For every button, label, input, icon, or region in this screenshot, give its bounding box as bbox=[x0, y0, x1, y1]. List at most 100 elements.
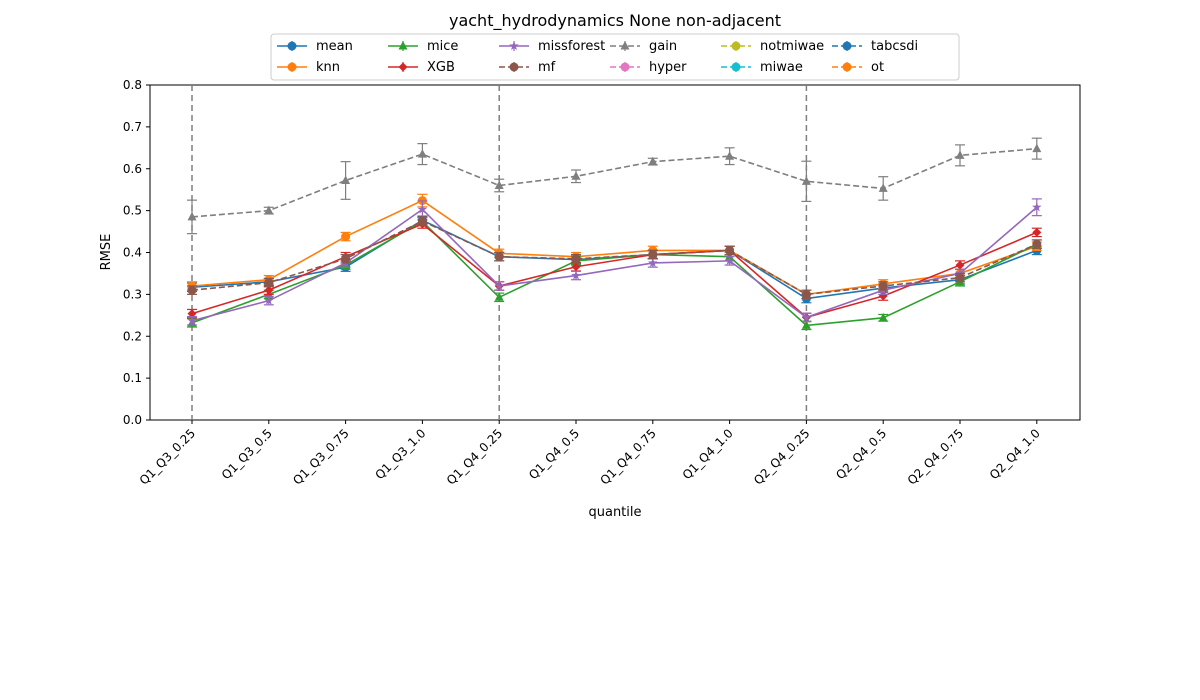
data-point bbox=[878, 281, 888, 291]
data-point bbox=[187, 309, 197, 319]
data-point bbox=[341, 232, 351, 242]
legend-label: XGB bbox=[427, 60, 455, 75]
legend-marker bbox=[620, 41, 630, 50]
legend-marker bbox=[620, 62, 630, 72]
data-point bbox=[571, 171, 581, 180]
data-point bbox=[648, 250, 658, 260]
y-axis-label: RMSE bbox=[99, 234, 114, 271]
legend-item-ot: ot bbox=[832, 60, 884, 75]
data-point bbox=[494, 252, 504, 262]
data-point bbox=[417, 216, 427, 226]
data-point bbox=[417, 204, 428, 214]
data-point bbox=[571, 254, 581, 264]
legend-marker bbox=[731, 41, 741, 51]
legend-marker bbox=[398, 62, 408, 72]
legend-label: missforest bbox=[538, 39, 605, 54]
legend-item-miwae: miwae bbox=[721, 60, 803, 75]
series-mf bbox=[187, 216, 1042, 300]
legend-label: mf bbox=[538, 60, 556, 75]
data-point bbox=[264, 278, 274, 288]
series-gain bbox=[187, 137, 1042, 235]
legend: mean knn mice XGB missforest mf gain hyper notmi… bbox=[270, 33, 960, 81]
y-tick-label: 0.3 bbox=[123, 287, 142, 301]
legend-item-tabcsdi: tabcsdi bbox=[832, 39, 918, 54]
legend-label: knn bbox=[316, 60, 340, 75]
y-tick-label: 0.0 bbox=[123, 413, 142, 427]
legend-label: gain bbox=[649, 39, 677, 54]
data-point bbox=[955, 150, 965, 159]
data-point bbox=[648, 257, 658, 268]
data-point bbox=[878, 183, 888, 192]
data-point bbox=[341, 175, 351, 184]
legend-marker bbox=[287, 41, 297, 51]
data-point bbox=[571, 262, 581, 272]
data-point bbox=[878, 312, 888, 322]
data-point bbox=[264, 285, 274, 295]
legend-marker bbox=[509, 41, 519, 51]
legend-item-mean: mean bbox=[277, 39, 353, 54]
y-tick-label: 0.8 bbox=[123, 78, 142, 92]
legend-marker bbox=[509, 62, 519, 72]
data-point bbox=[1032, 143, 1042, 153]
x-axis-label: quantile bbox=[588, 505, 641, 520]
legend-marker bbox=[287, 62, 297, 72]
y-tick-label: 0.4 bbox=[123, 246, 142, 260]
series-line bbox=[191, 147, 1037, 218]
y-tick-label: 0.5 bbox=[123, 204, 142, 218]
data-point bbox=[494, 281, 504, 291]
legend-item-knn: knn bbox=[277, 60, 340, 75]
legend-label: mice bbox=[427, 39, 458, 54]
y-tick-label: 0.1 bbox=[123, 371, 142, 385]
legend-item-notmiwae: notmiwae bbox=[721, 39, 824, 54]
legend-label: hyper bbox=[649, 60, 687, 75]
data-point bbox=[341, 254, 351, 264]
data-point bbox=[187, 211, 197, 221]
data-point bbox=[801, 312, 812, 322]
data-point bbox=[187, 315, 197, 325]
data-point bbox=[494, 180, 504, 189]
legend-label: ot bbox=[871, 60, 884, 75]
legend-marker bbox=[842, 41, 852, 51]
y-tick-label: 0.6 bbox=[123, 162, 142, 176]
legend-item-mice: mice bbox=[388, 39, 458, 54]
data-point bbox=[801, 320, 811, 329]
data-point bbox=[724, 255, 735, 265]
legend-item-mf: mf bbox=[499, 60, 556, 75]
data-point bbox=[1032, 239, 1042, 249]
series-line bbox=[191, 199, 1038, 296]
data-point bbox=[801, 289, 811, 299]
legend-label: mean bbox=[316, 39, 353, 54]
legend-label: tabcsdi bbox=[871, 39, 918, 54]
data-point bbox=[1032, 202, 1042, 212]
data-point bbox=[571, 270, 581, 280]
legend-label: notmiwae bbox=[760, 39, 824, 54]
data-point bbox=[725, 245, 735, 255]
series-line bbox=[191, 206, 1038, 322]
data-point bbox=[494, 292, 504, 301]
legend-item-missforest: missforest bbox=[499, 39, 605, 54]
series-line bbox=[191, 220, 1038, 296]
chart-title: yacht_hydrodynamics None non-adjacent bbox=[449, 11, 781, 31]
data-point bbox=[187, 285, 197, 295]
data-point bbox=[264, 295, 274, 305]
data-point bbox=[725, 151, 735, 160]
y-tick-label: 0.2 bbox=[123, 329, 142, 343]
data-point bbox=[264, 205, 274, 215]
legend-item-XGB: XGB bbox=[388, 60, 455, 75]
legend-item-gain: gain bbox=[610, 39, 677, 54]
data-point bbox=[801, 176, 811, 185]
legend-marker bbox=[398, 41, 408, 50]
legend-marker bbox=[731, 62, 741, 72]
data-point bbox=[955, 273, 965, 283]
legend-item-hyper: hyper bbox=[610, 60, 687, 75]
legend-marker bbox=[842, 62, 852, 72]
data-point bbox=[417, 149, 427, 158]
legend-label: miwae bbox=[760, 60, 803, 75]
data-point bbox=[1032, 227, 1042, 237]
data-point bbox=[955, 260, 965, 270]
legend-box bbox=[270, 33, 960, 81]
y-tick-label: 0.7 bbox=[123, 120, 142, 134]
data-point bbox=[648, 156, 658, 166]
